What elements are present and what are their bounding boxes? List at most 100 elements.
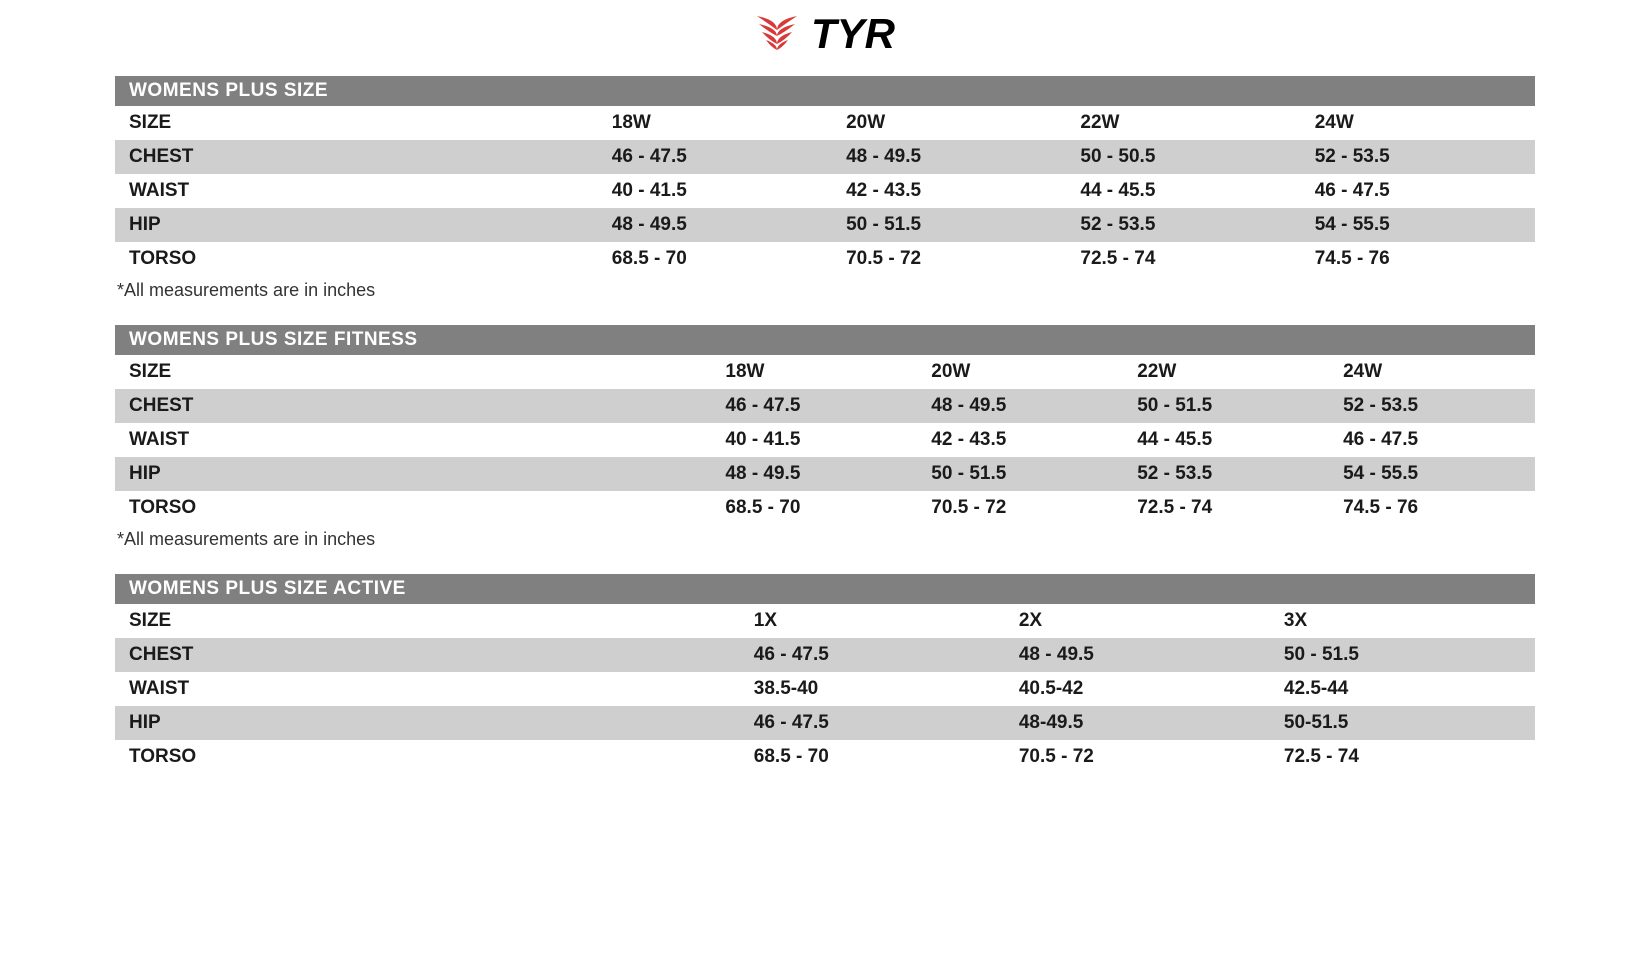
measurements-footnote: *All measurements are in inches [117, 280, 1535, 301]
size-table-section: WOMENS PLUS SIZE FITNESSSIZE18W20W22W24W… [115, 325, 1535, 550]
cell: 22W [1066, 106, 1300, 140]
cell: 40 - 41.5 [598, 174, 832, 208]
row-label: WAIST [115, 672, 740, 706]
cell: 18W [598, 106, 832, 140]
cell: 68.5 - 70 [711, 491, 917, 525]
cell: 70.5 - 72 [1005, 740, 1270, 774]
size-table: WOMENS PLUS SIZE FITNESSSIZE18W20W22W24W… [115, 325, 1535, 525]
cell: 52 - 53.5 [1066, 208, 1300, 242]
size-table-section: WOMENS PLUS SIZESIZE18W20W22W24WCHEST46 … [115, 76, 1535, 301]
cell: 74.5 - 76 [1301, 242, 1535, 276]
brand-name: TYR [811, 10, 895, 58]
cell: 46 - 47.5 [1329, 423, 1535, 457]
cell: 50 - 51.5 [1123, 389, 1329, 423]
cell: 46 - 47.5 [711, 389, 917, 423]
row-label: TORSO [115, 491, 711, 525]
row-label: TORSO [115, 740, 740, 774]
cell: 68.5 - 70 [598, 242, 832, 276]
table-row: TORSO68.5 - 7070.5 - 7272.5 - 74 [115, 740, 1535, 774]
cell: 48 - 49.5 [832, 140, 1066, 174]
table-title: WOMENS PLUS SIZE ACTIVE [115, 574, 1535, 604]
tables-container: WOMENS PLUS SIZESIZE18W20W22W24WCHEST46 … [115, 76, 1535, 782]
row-label: SIZE [115, 355, 711, 389]
cell: 52 - 53.5 [1123, 457, 1329, 491]
table-row: HIP48 - 49.550 - 51.552 - 53.554 - 55.5 [115, 457, 1535, 491]
cell: 50-51.5 [1270, 706, 1535, 740]
cell: 72.5 - 74 [1066, 242, 1300, 276]
cell: 24W [1329, 355, 1535, 389]
cell: 2X [1005, 604, 1270, 638]
cell: 50 - 51.5 [917, 457, 1123, 491]
brand-wing-icon [755, 14, 799, 55]
table-row: SIZE18W20W22W24W [115, 106, 1535, 140]
row-label: CHEST [115, 638, 740, 672]
table-row: TORSO68.5 - 7070.5 - 7272.5 - 7474.5 - 7… [115, 242, 1535, 276]
cell: 42 - 43.5 [832, 174, 1066, 208]
cell: 48 - 49.5 [598, 208, 832, 242]
cell: 40.5-42 [1005, 672, 1270, 706]
cell: 20W [832, 106, 1066, 140]
table-row: WAIST40 - 41.542 - 43.544 - 45.546 - 47.… [115, 174, 1535, 208]
cell: 18W [711, 355, 917, 389]
cell: 46 - 47.5 [1301, 174, 1535, 208]
table-row: SIZE1X2X3X [115, 604, 1535, 638]
cell: 68.5 - 70 [740, 740, 1005, 774]
row-label: CHEST [115, 140, 598, 174]
cell: 54 - 55.5 [1329, 457, 1535, 491]
table-row: CHEST46 - 47.548 - 49.550 - 51.5 [115, 638, 1535, 672]
cell: 42 - 43.5 [917, 423, 1123, 457]
cell: 48 - 49.5 [711, 457, 917, 491]
cell: 54 - 55.5 [1301, 208, 1535, 242]
cell: 70.5 - 72 [832, 242, 1066, 276]
cell: 46 - 47.5 [740, 706, 1005, 740]
table-row: HIP48 - 49.550 - 51.552 - 53.554 - 55.5 [115, 208, 1535, 242]
cell: 3X [1270, 604, 1535, 638]
row-label: SIZE [115, 604, 740, 638]
brand-logo: TYR [115, 10, 1535, 58]
row-label: HIP [115, 457, 711, 491]
cell: 1X [740, 604, 1005, 638]
row-label: SIZE [115, 106, 598, 140]
cell: 46 - 47.5 [740, 638, 1005, 672]
row-label: WAIST [115, 423, 711, 457]
table-row: CHEST46 - 47.548 - 49.550 - 51.552 - 53.… [115, 389, 1535, 423]
row-label: HIP [115, 706, 740, 740]
cell: 50 - 50.5 [1066, 140, 1300, 174]
measurements-footnote: *All measurements are in inches [117, 529, 1535, 550]
table-row: SIZE18W20W22W24W [115, 355, 1535, 389]
cell: 40 - 41.5 [711, 423, 917, 457]
table-title: WOMENS PLUS SIZE [115, 76, 1535, 106]
row-label: CHEST [115, 389, 711, 423]
cell: 48 - 49.5 [1005, 638, 1270, 672]
cell: 20W [917, 355, 1123, 389]
cell: 46 - 47.5 [598, 140, 832, 174]
table-row: WAIST38.5-4040.5-4242.5-44 [115, 672, 1535, 706]
cell: 48-49.5 [1005, 706, 1270, 740]
size-table-section: WOMENS PLUS SIZE ACTIVESIZE1X2X3XCHEST46… [115, 574, 1535, 782]
table-row: HIP46 - 47.548-49.550-51.5 [115, 706, 1535, 740]
row-label: TORSO [115, 242, 598, 276]
cell: 24W [1301, 106, 1535, 140]
cell: 50 - 51.5 [832, 208, 1066, 242]
cell: 72.5 - 74 [1270, 740, 1535, 774]
cell: 38.5-40 [740, 672, 1005, 706]
size-table: WOMENS PLUS SIZESIZE18W20W22W24WCHEST46 … [115, 76, 1535, 276]
size-chart-page: TYR WOMENS PLUS SIZESIZE18W20W22W24WCHES… [0, 0, 1650, 812]
cell: 22W [1123, 355, 1329, 389]
row-label: HIP [115, 208, 598, 242]
cell: 52 - 53.5 [1301, 140, 1535, 174]
cell: 42.5-44 [1270, 672, 1535, 706]
cell: 74.5 - 76 [1329, 491, 1535, 525]
size-table: WOMENS PLUS SIZE ACTIVESIZE1X2X3XCHEST46… [115, 574, 1535, 774]
row-label: WAIST [115, 174, 598, 208]
table-row: TORSO68.5 - 7070.5 - 7272.5 - 7474.5 - 7… [115, 491, 1535, 525]
cell: 48 - 49.5 [917, 389, 1123, 423]
cell: 72.5 - 74 [1123, 491, 1329, 525]
cell: 70.5 - 72 [917, 491, 1123, 525]
cell: 44 - 45.5 [1066, 174, 1300, 208]
cell: 50 - 51.5 [1270, 638, 1535, 672]
table-row: CHEST46 - 47.548 - 49.550 - 50.552 - 53.… [115, 140, 1535, 174]
cell: 52 - 53.5 [1329, 389, 1535, 423]
table-row: WAIST40 - 41.542 - 43.544 - 45.546 - 47.… [115, 423, 1535, 457]
cell: 44 - 45.5 [1123, 423, 1329, 457]
